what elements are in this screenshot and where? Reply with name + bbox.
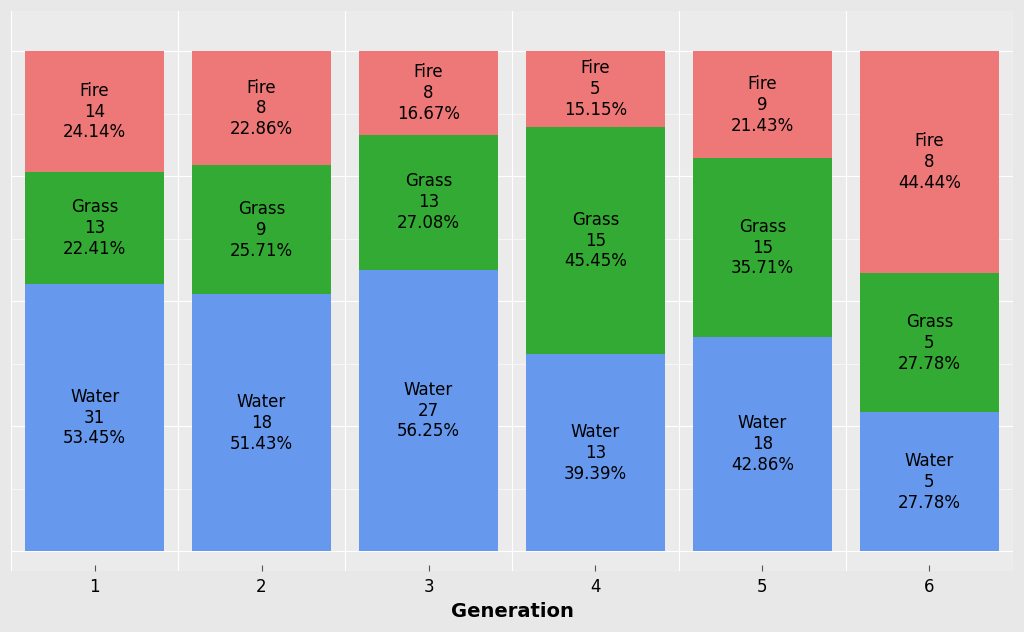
- Text: Water
5
27.78%: Water 5 27.78%: [898, 452, 961, 512]
- Bar: [693, 51, 831, 159]
- Text: Grass
13
27.08%: Grass 13 27.08%: [397, 173, 460, 232]
- Bar: [693, 337, 831, 551]
- Bar: [193, 166, 331, 294]
- Bar: [693, 159, 831, 337]
- Bar: [526, 355, 665, 551]
- Text: Fire
5
15.15%: Fire 5 15.15%: [564, 59, 627, 119]
- Bar: [26, 51, 164, 172]
- Bar: [860, 51, 998, 274]
- Text: Grass
5
27.78%: Grass 5 27.78%: [898, 313, 961, 373]
- Text: Grass
9
25.71%: Grass 9 25.71%: [230, 200, 293, 260]
- Bar: [860, 274, 998, 413]
- X-axis label: Generation: Generation: [451, 602, 573, 621]
- Bar: [359, 270, 498, 551]
- Text: Fire
8
44.44%: Fire 8 44.44%: [898, 133, 961, 192]
- Text: Fire
8
16.67%: Fire 8 16.67%: [397, 63, 460, 123]
- Text: Water
13
39.39%: Water 13 39.39%: [564, 423, 627, 483]
- Text: Fire
8
22.86%: Fire 8 22.86%: [230, 78, 293, 138]
- Bar: [193, 294, 331, 551]
- Bar: [193, 51, 331, 166]
- Text: Grass
15
45.45%: Grass 15 45.45%: [564, 211, 627, 270]
- Bar: [526, 51, 665, 127]
- Text: Fire
9
21.43%: Fire 9 21.43%: [731, 75, 794, 135]
- Bar: [359, 135, 498, 270]
- Text: Water
18
51.43%: Water 18 51.43%: [230, 393, 293, 453]
- Text: Water
27
56.25%: Water 27 56.25%: [397, 381, 460, 441]
- Bar: [359, 51, 498, 135]
- Bar: [26, 172, 164, 284]
- Bar: [860, 413, 998, 551]
- Bar: [526, 127, 665, 355]
- Bar: [26, 284, 164, 551]
- Text: Grass
13
22.41%: Grass 13 22.41%: [62, 198, 126, 258]
- Text: Water
18
42.86%: Water 18 42.86%: [731, 415, 794, 474]
- Text: Fire
14
24.14%: Fire 14 24.14%: [63, 82, 126, 142]
- Text: Grass
15
35.71%: Grass 15 35.71%: [731, 218, 794, 277]
- Text: Water
31
53.45%: Water 31 53.45%: [63, 388, 126, 447]
